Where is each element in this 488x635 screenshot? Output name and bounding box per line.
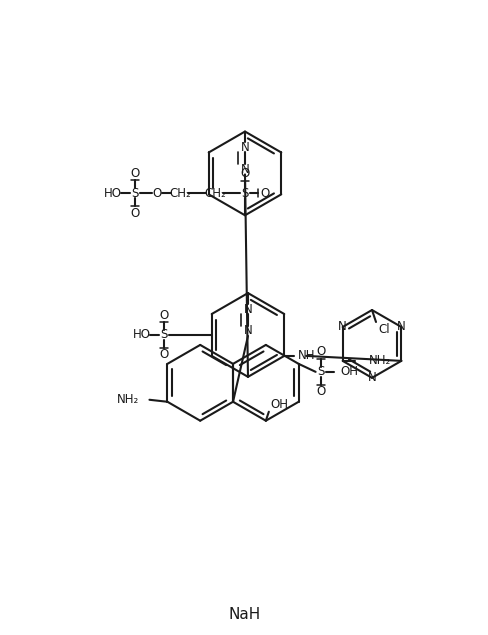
Text: N: N [240,141,249,154]
Text: S: S [160,328,167,342]
Text: CH₂: CH₂ [169,187,191,200]
Text: O: O [315,385,325,398]
Text: N: N [396,321,405,333]
Text: OH: OH [270,398,288,411]
Text: OH: OH [340,365,358,378]
Text: O: O [130,167,140,180]
Text: O: O [130,207,140,220]
Text: NaH: NaH [228,606,261,622]
Text: S: S [241,187,248,200]
Text: O: O [152,187,162,200]
Text: N: N [240,163,249,176]
Text: N: N [367,371,376,384]
Text: N: N [243,302,252,316]
Text: O: O [240,167,249,180]
Text: S: S [131,187,139,200]
Text: HO: HO [104,187,122,200]
Text: NH₂: NH₂ [368,354,390,368]
Text: NH: NH [298,349,315,363]
Text: NH₂: NH₂ [117,393,139,406]
Text: HO: HO [133,328,151,342]
Text: O: O [260,187,269,200]
Text: CH₂: CH₂ [204,187,225,200]
Text: O: O [159,309,168,321]
Text: S: S [316,365,324,378]
Text: N: N [243,324,252,337]
Text: O: O [315,345,325,358]
Text: Cl: Cl [377,323,389,337]
Text: N: N [338,321,346,333]
Text: O: O [159,349,168,361]
